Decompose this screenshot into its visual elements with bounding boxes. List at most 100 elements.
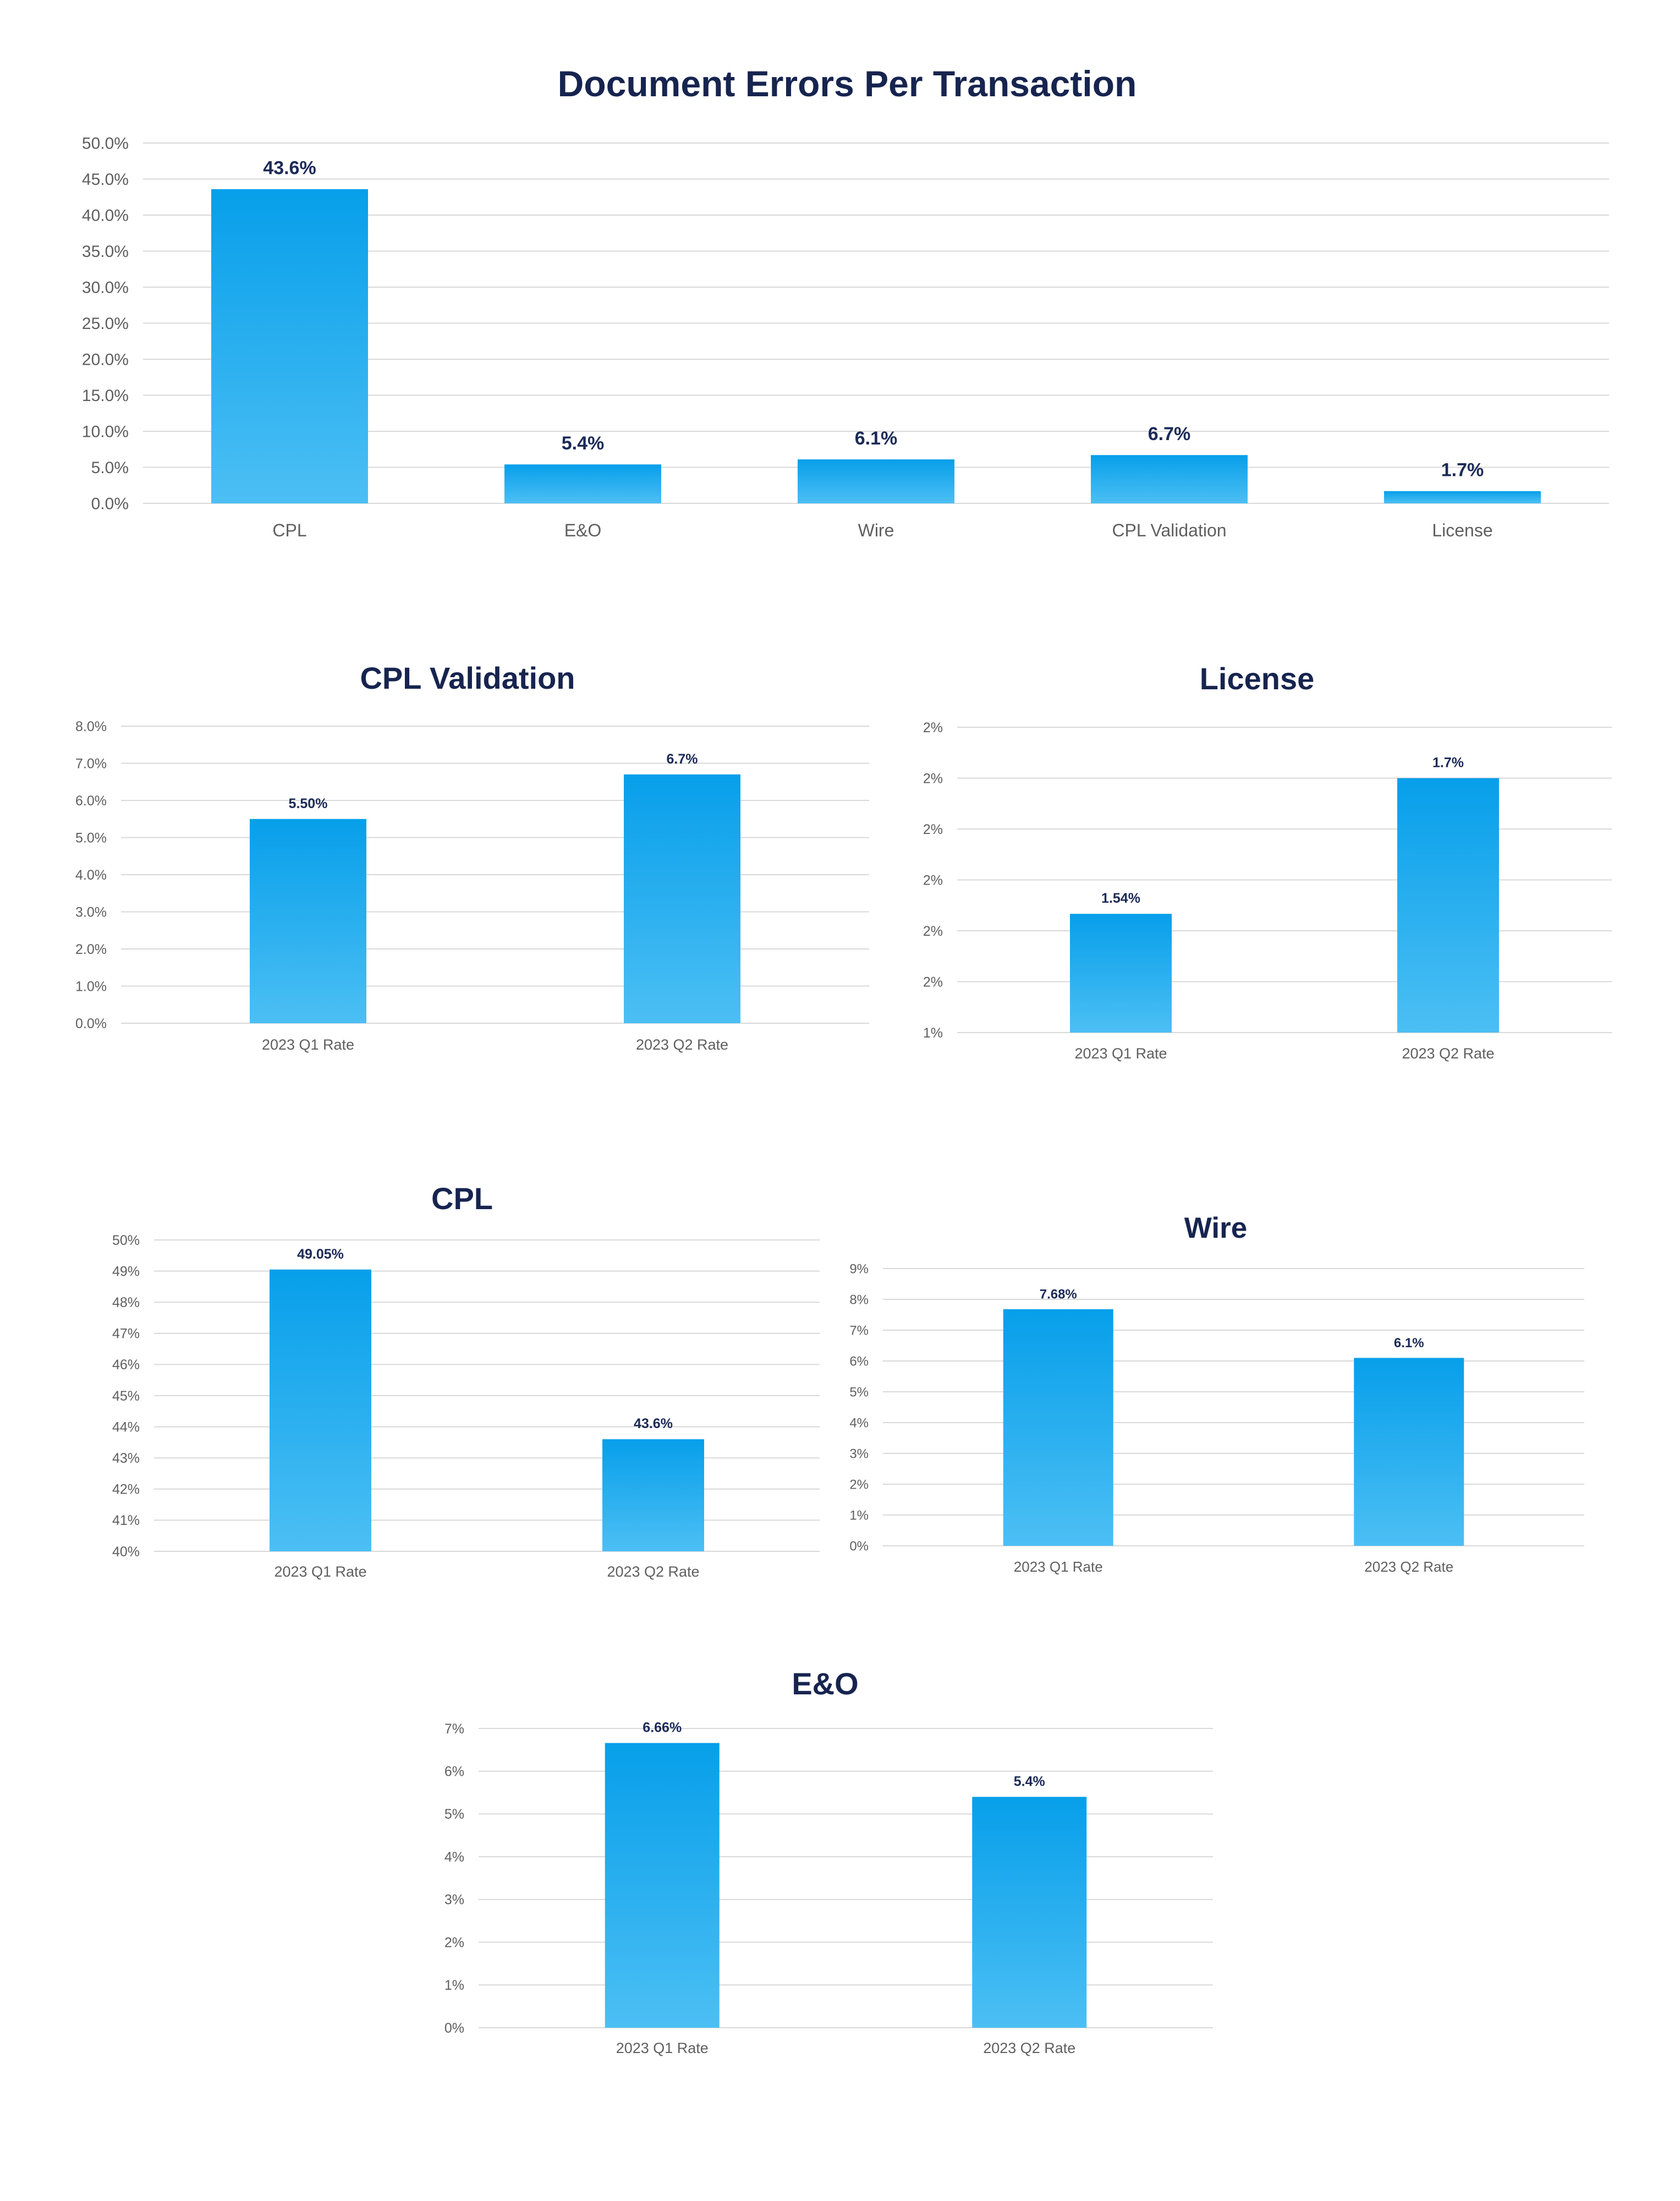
bar-cpl — [211, 189, 368, 504]
data-label-2023-q2-rate: 6.7% — [667, 751, 698, 767]
y-tick-label: 4% — [849, 1415, 869, 1430]
y-tick-label: 2% — [923, 974, 943, 990]
y-tick-label: 44% — [112, 1419, 140, 1435]
chart-license: License 2% 2% 2% 2% 2% 2% 1% 1.54% 2023 Q1 Rate 1.… — [891, 649, 1623, 1078]
y-tick-label: 7% — [444, 1721, 464, 1737]
category-label-2023-q2-rate: 2023 Q2 Rate — [1364, 1558, 1453, 1575]
data-label-2023-q2-rate: 5.4% — [1014, 1774, 1045, 1789]
y-tick-label: 50.0% — [82, 135, 129, 153]
y-tick-label: 10.0% — [82, 423, 129, 441]
y-tick-label: 40.0% — [82, 207, 129, 225]
data-label-2023-q1-rate: 7.68% — [1040, 1287, 1077, 1302]
y-tick-label: 2% — [923, 771, 943, 786]
y-tick-label: 5% — [444, 1807, 464, 1822]
data-label-2023-q2-rate: 6.1% — [1394, 1336, 1424, 1351]
y-tick-label: 8% — [849, 1292, 869, 1307]
bar-2023-q2-rate — [624, 774, 740, 1023]
data-label-2023-q1-rate: 49.05% — [297, 1247, 344, 1262]
y-tick-label: 3.0% — [75, 904, 107, 920]
y-tick-label: 40% — [112, 1544, 140, 1560]
y-tick-label: 48% — [112, 1295, 140, 1310]
y-tick-label: 45% — [112, 1388, 140, 1404]
y-tick-label: 2% — [923, 872, 943, 888]
category-label-2023-q2-rate: 2023 Q2 Rate — [607, 1563, 699, 1580]
y-tick-label: 30.0% — [82, 279, 129, 297]
y-tick-label: 7% — [849, 1323, 869, 1338]
chart-main-svg: Document Errors Per Transaction 50.0% 45.0… — [82, 63, 1609, 540]
chart-title: Document Errors Per Transaction — [558, 63, 1137, 104]
y-tick-label: 46% — [112, 1357, 140, 1373]
y-tick-label: 1% — [849, 1508, 869, 1523]
bar-wire — [798, 459, 954, 503]
y-tick-label: 2% — [923, 720, 943, 736]
y-tick-label: 2% — [444, 1935, 464, 1950]
chart-wire-svg: Wire 9% 8% 7% 6% 5% 4% 3% 2% 1% 0% 7.68% 2023 Q1 Rat… — [849, 1212, 1584, 1575]
y-tick-label: 42% — [112, 1482, 140, 1497]
y-tick-label: 41% — [112, 1513, 140, 1528]
bar-2023-q1-rate — [1003, 1309, 1113, 1546]
category-label-2023-q1-rate: 2023 Q1 Rate — [274, 1563, 366, 1580]
category-label-2023-q2-rate: 2023 Q2 Rate — [1402, 1045, 1494, 1062]
bar-2023-q2-rate — [1397, 778, 1499, 1033]
y-tick-label: 45.0% — [82, 171, 129, 189]
chart-cpl: CPL 50% 49% 48% 47% 46% 45% 44% 43% 42% 41% 40% 49.0… — [83, 1161, 842, 1606]
y-tick-label: 2% — [923, 822, 943, 837]
y-tick-label: 5% — [849, 1385, 869, 1399]
y-tick-label: 2% — [849, 1477, 869, 1492]
chart-main: Document Errors Per Transaction 50.0% 45.0… — [55, 50, 1639, 567]
y-tick-label: 2.0% — [75, 942, 107, 957]
y-tick-label: 0.0% — [75, 1016, 107, 1031]
y-tick-label: 49% — [112, 1264, 140, 1279]
y-tick-label: 1% — [923, 1025, 943, 1041]
y-tick-label: 0% — [849, 1539, 869, 1554]
chart-title: E&O — [792, 1666, 858, 1701]
category-label-2023-q1-rate: 2023 Q1 Rate — [262, 1036, 354, 1053]
category-label-2023-q2-rate: 2023 Q2 Rate — [636, 1036, 728, 1053]
chart-cpl-svg: CPL 50% 49% 48% 47% 46% 45% 44% 43% 42% 41% 40% 49.0… — [112, 1181, 820, 1580]
data-label-cpl-validation: 6.7% — [1148, 424, 1191, 444]
chart-title: Wire — [1184, 1212, 1247, 1244]
category-label-2023-q1-rate: 2023 Q1 Rate — [1074, 1045, 1167, 1062]
chart-eo-svg: E&O 7% 6% 5% 4% 3% 2% 1% 0% 6.66% 2023 Q1 Rate 5.4%… — [444, 1666, 1213, 2056]
y-tick-label: 20.0% — [82, 351, 129, 369]
data-label-2023-q1-rate: 6.66% — [643, 1720, 682, 1735]
bar-cpl-validation — [1091, 455, 1248, 503]
data-label-eando: 5.4% — [562, 433, 605, 454]
y-tick-label: 25.0% — [82, 315, 129, 333]
y-tick-label: 43% — [112, 1451, 140, 1466]
chart-title: CPL — [431, 1181, 493, 1216]
data-label-cpl: 43.6% — [263, 158, 316, 179]
chart-license-svg: License 2% 2% 2% 2% 2% 2% 1% 1.54% 2023 Q1 Rate 1.… — [923, 661, 1612, 1062]
y-tick-label: 1.0% — [75, 979, 107, 994]
bar-eando — [504, 464, 661, 503]
y-tick-label: 2% — [923, 924, 943, 939]
chart-cpl-validation: CPL Validation 8.0% 7.0% 6.0% 5.0% 4.0% 3.0% 2.… — [55, 649, 880, 1078]
y-tick-label: 0.0% — [91, 495, 129, 513]
y-tick-label: 8.0% — [75, 719, 107, 734]
y-tick-label: 47% — [112, 1326, 140, 1342]
y-tick-label: 1% — [444, 1978, 464, 1993]
category-label-eando: E&O — [564, 520, 602, 540]
bar-2023-q2-rate — [1354, 1358, 1464, 1546]
category-label-2023-q2-rate: 2023 Q2 Rate — [983, 2040, 1075, 2056]
y-tick-label: 9% — [849, 1261, 869, 1276]
chart-cpl-validation-svg: CPL Validation 8.0% 7.0% 6.0% 5.0% 4.0% 3.0% 2.… — [75, 661, 869, 1053]
y-tick-label: 3% — [444, 1892, 464, 1908]
chart-title: CPL Validation — [360, 661, 575, 695]
y-tick-label: 0% — [444, 2021, 464, 2036]
category-label-cpl: CPL — [272, 520, 306, 540]
y-tick-label: 4.0% — [75, 868, 107, 883]
data-label-2023-q1-rate: 1.54% — [1101, 891, 1140, 906]
y-tick-label: 5.0% — [91, 459, 129, 477]
y-tick-label: 6% — [849, 1354, 869, 1369]
category-label-2023-q1-rate: 2023 Q1 Rate — [616, 2040, 709, 2056]
y-tick-label: 6.0% — [75, 793, 107, 809]
category-label-wire: Wire — [858, 520, 894, 540]
y-tick-label: 6% — [444, 1764, 464, 1779]
bar-2023-q1-rate — [605, 1743, 720, 2028]
category-label-cpl-validation: CPL Validation — [1112, 520, 1226, 540]
bar-2023-q2-rate — [972, 1797, 1087, 2028]
y-tick-label: 15.0% — [82, 387, 129, 405]
y-tick-label: 50% — [112, 1233, 140, 1248]
y-tick-label: 7.0% — [75, 756, 107, 771]
